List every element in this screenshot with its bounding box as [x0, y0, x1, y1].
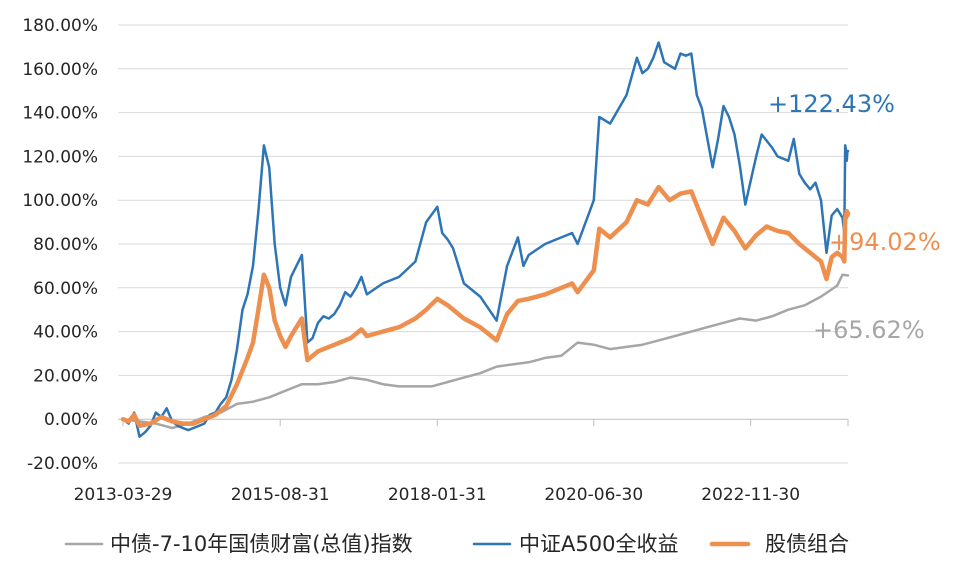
y-tick-label: 80.00%: [33, 235, 98, 255]
series-line-0: [121, 273, 850, 430]
y-tick-label: 40.00%: [33, 323, 98, 343]
x-axis: 2013-03-29 2015-08-31 2018-01-31 2020-06-30…: [74, 418, 849, 505]
y-tick-label: 140.00%: [22, 104, 98, 124]
end-value-labels: +65.62% +122.43% +94.02%: [768, 90, 941, 344]
legend-label: 中证A500全收益: [519, 532, 678, 556]
y-tick-label: 20.00%: [33, 366, 98, 386]
legend-label: 中债-7-10年国债财富(总值)指数: [110, 532, 413, 556]
legend: 中债-7-10年国债财富(总值)指数 中证A500全收益 股债组合: [64, 532, 849, 556]
y-tick-label: 160.00%: [22, 60, 98, 80]
y-tick-label: 0.00%: [44, 410, 98, 430]
legend-label: 股债组合: [765, 532, 849, 556]
series-line-2: [120, 184, 851, 429]
y-tick-label: 60.00%: [33, 279, 98, 299]
y-tick-label: 120.00%: [22, 147, 98, 167]
end-value-label: +122.43%: [768, 90, 895, 118]
y-tick-label: 180.00%: [22, 16, 98, 36]
x-tick-label: 2022-11-30: [701, 485, 800, 505]
x-tick-label: 2020-06-30: [544, 485, 643, 505]
series-line-1: [121, 41, 850, 438]
end-value-label: +65.62%: [813, 316, 925, 344]
x-tick-label: 2018-01-31: [388, 485, 487, 505]
y-axis-tick-labels: -20.00% 0.00% 20.00% 40.00% 60.00% 80.00% 100.…: [22, 16, 98, 474]
x-tick-label: 2015-08-31: [231, 485, 330, 505]
y-tick-label: -20.00%: [27, 454, 98, 474]
y-tick-label: 100.00%: [22, 191, 98, 211]
end-value-label: +94.02%: [829, 228, 941, 256]
x-tick-label: 2013-03-29: [74, 485, 173, 505]
series-lines: [120, 41, 851, 438]
